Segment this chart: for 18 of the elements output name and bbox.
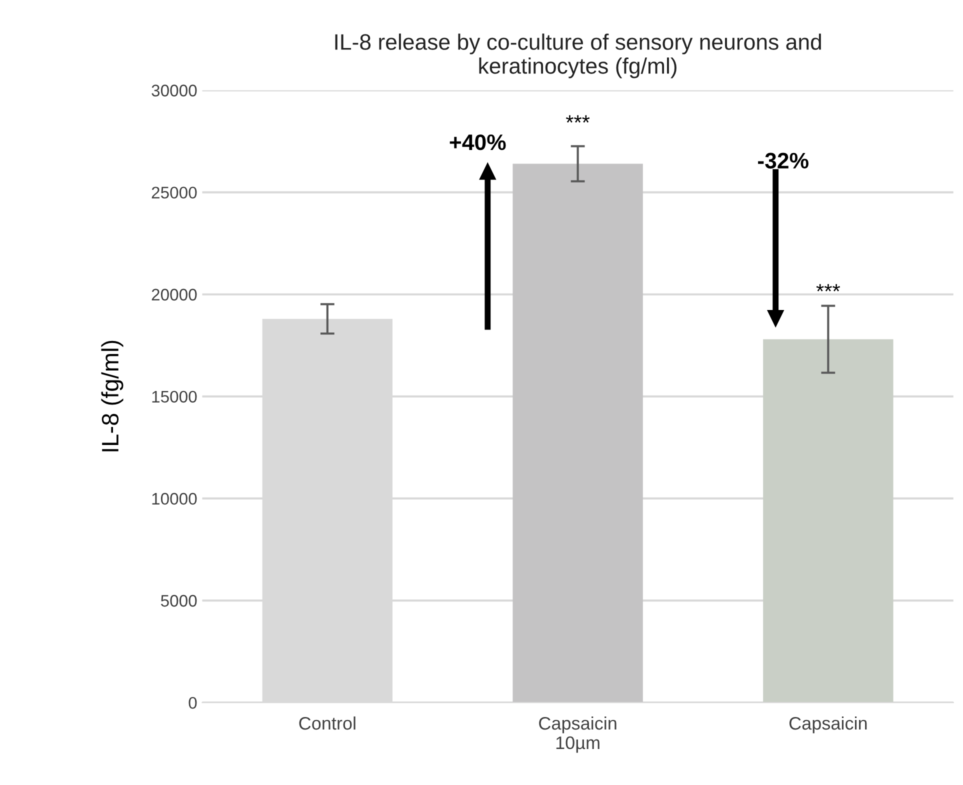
chart-title: IL-8 release by co-culture of sensory neurons and keratinocytes (fg/ml): [335, 34, 821, 78]
x-tick-label: Capsaicin: [789, 716, 867, 734]
y-tick-label: 5000: [160, 594, 197, 607]
y-tick-label: 15000: [152, 390, 197, 403]
y-axis-title: IL-8 (fg/ml): [101, 340, 124, 452]
y-tick-label: 10000: [152, 492, 197, 505]
annotation: -32%: [758, 152, 808, 169]
annotation: ***: [816, 284, 840, 292]
x-tick-label: Capsaicin 10µm: [539, 716, 616, 753]
x-tick-label: Control: [299, 716, 356, 730]
y-tick-label: 20000: [152, 288, 197, 301]
bar: [763, 339, 894, 703]
y-tick-label: 0: [188, 696, 197, 709]
bar: [512, 164, 643, 703]
y-tick-label: 30000: [152, 84, 197, 96]
annotation: +40%: [450, 134, 506, 150]
annotation: ***: [566, 115, 590, 123]
y-tick-label: 25000: [152, 186, 197, 199]
